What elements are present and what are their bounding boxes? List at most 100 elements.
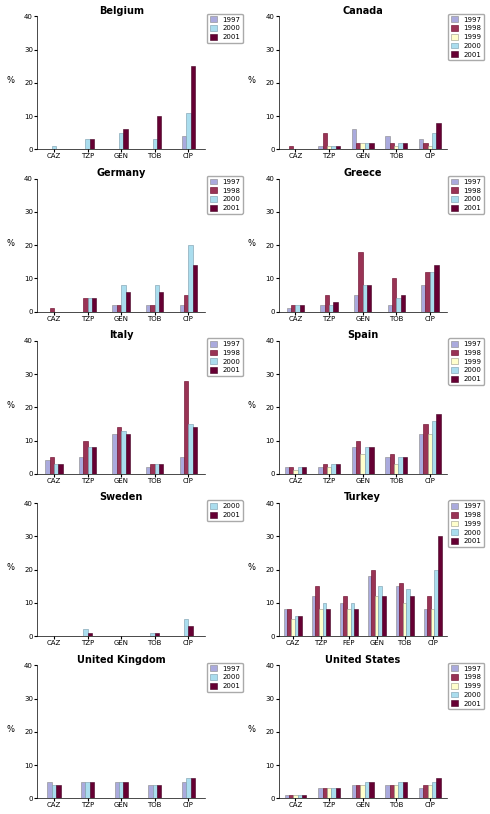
Bar [367,285,371,312]
Bar [435,570,438,636]
Bar [182,781,186,799]
Bar [329,305,334,312]
Bar [180,305,184,312]
Bar [322,464,327,474]
Title: Turkey: Turkey [344,492,381,502]
Legend: 1997, 1998, 2000, 2001: 1997, 1998, 2000, 2001 [207,338,243,376]
Bar [398,142,403,149]
Bar [438,536,442,636]
Bar [390,785,394,799]
Bar [318,146,322,149]
Title: Greece: Greece [343,168,382,177]
Bar [300,305,304,312]
Bar [88,298,92,312]
Title: Belgium: Belgium [98,6,144,15]
Bar [394,146,398,149]
Legend: 1997, 1998, 1999, 2000, 2001: 1997, 1998, 1999, 2000, 2001 [448,663,485,709]
Bar [315,586,319,636]
Bar [112,434,117,474]
Bar [318,467,322,474]
Bar [188,626,193,636]
Bar [56,785,61,799]
Bar [188,245,193,312]
Legend: 1997, 2000, 2001: 1997, 2000, 2001 [207,14,243,43]
Bar [148,785,152,799]
Bar [85,781,90,799]
Bar [180,457,184,474]
Bar [193,427,197,474]
Bar [432,781,437,799]
Bar [340,603,343,636]
Bar [347,610,350,636]
Bar [52,146,56,149]
Bar [407,589,410,636]
Bar [289,467,294,474]
Bar [287,610,291,636]
Bar [394,464,398,474]
Bar [382,596,386,636]
Bar [45,461,49,474]
Title: Germany: Germany [97,168,146,177]
Bar [434,265,439,312]
Title: Canada: Canada [343,6,383,15]
Bar [327,146,331,149]
Bar [401,295,405,312]
Bar [431,610,435,636]
Bar [403,457,407,474]
Bar [437,778,441,799]
Bar [298,795,302,799]
Bar [159,464,164,474]
Bar [157,785,161,799]
Y-axis label: %: % [248,77,256,85]
Bar [322,603,326,636]
Bar [354,295,358,312]
Bar [371,570,375,636]
Bar [155,285,159,312]
Bar [150,305,155,312]
Bar [356,142,361,149]
Legend: 1997, 1998, 1999, 2000, 2001: 1997, 1998, 1999, 2000, 2001 [448,501,485,547]
Bar [123,781,128,799]
Bar [432,421,437,474]
Bar [184,619,188,636]
Bar [83,629,88,636]
Bar [155,464,159,474]
Bar [125,291,130,312]
Bar [427,596,431,636]
Bar [350,603,354,636]
Bar [125,434,130,474]
Bar [319,610,322,636]
Bar [294,470,298,474]
Bar [287,309,291,312]
Bar [146,305,150,312]
Bar [423,610,427,636]
Bar [123,129,128,149]
Bar [188,424,193,474]
Bar [83,440,88,474]
Bar [403,781,407,799]
Bar [88,632,92,636]
Bar [146,467,150,474]
Bar [191,778,195,799]
Bar [327,467,331,474]
Legend: 1997, 1998, 2000, 2001: 1997, 1998, 2000, 2001 [448,176,485,214]
Bar [155,632,159,636]
Bar [361,785,365,799]
Bar [395,586,399,636]
Bar [423,424,428,474]
Bar [90,781,94,799]
Bar [150,632,155,636]
Y-axis label: %: % [6,725,14,734]
Title: Sweden: Sweden [99,492,143,502]
Bar [48,781,52,799]
Bar [291,305,295,312]
Bar [392,278,396,312]
Legend: 1997, 2000, 2001: 1997, 2000, 2001 [207,663,243,692]
Legend: 1997, 1998, 1999, 2000, 2001: 1997, 1998, 1999, 2000, 2001 [448,338,485,385]
Legend: 2000, 2001: 2000, 2001 [207,501,243,521]
Bar [152,785,157,799]
Bar [117,427,121,474]
Bar [388,305,392,312]
Bar [368,576,371,636]
Bar [117,305,121,312]
